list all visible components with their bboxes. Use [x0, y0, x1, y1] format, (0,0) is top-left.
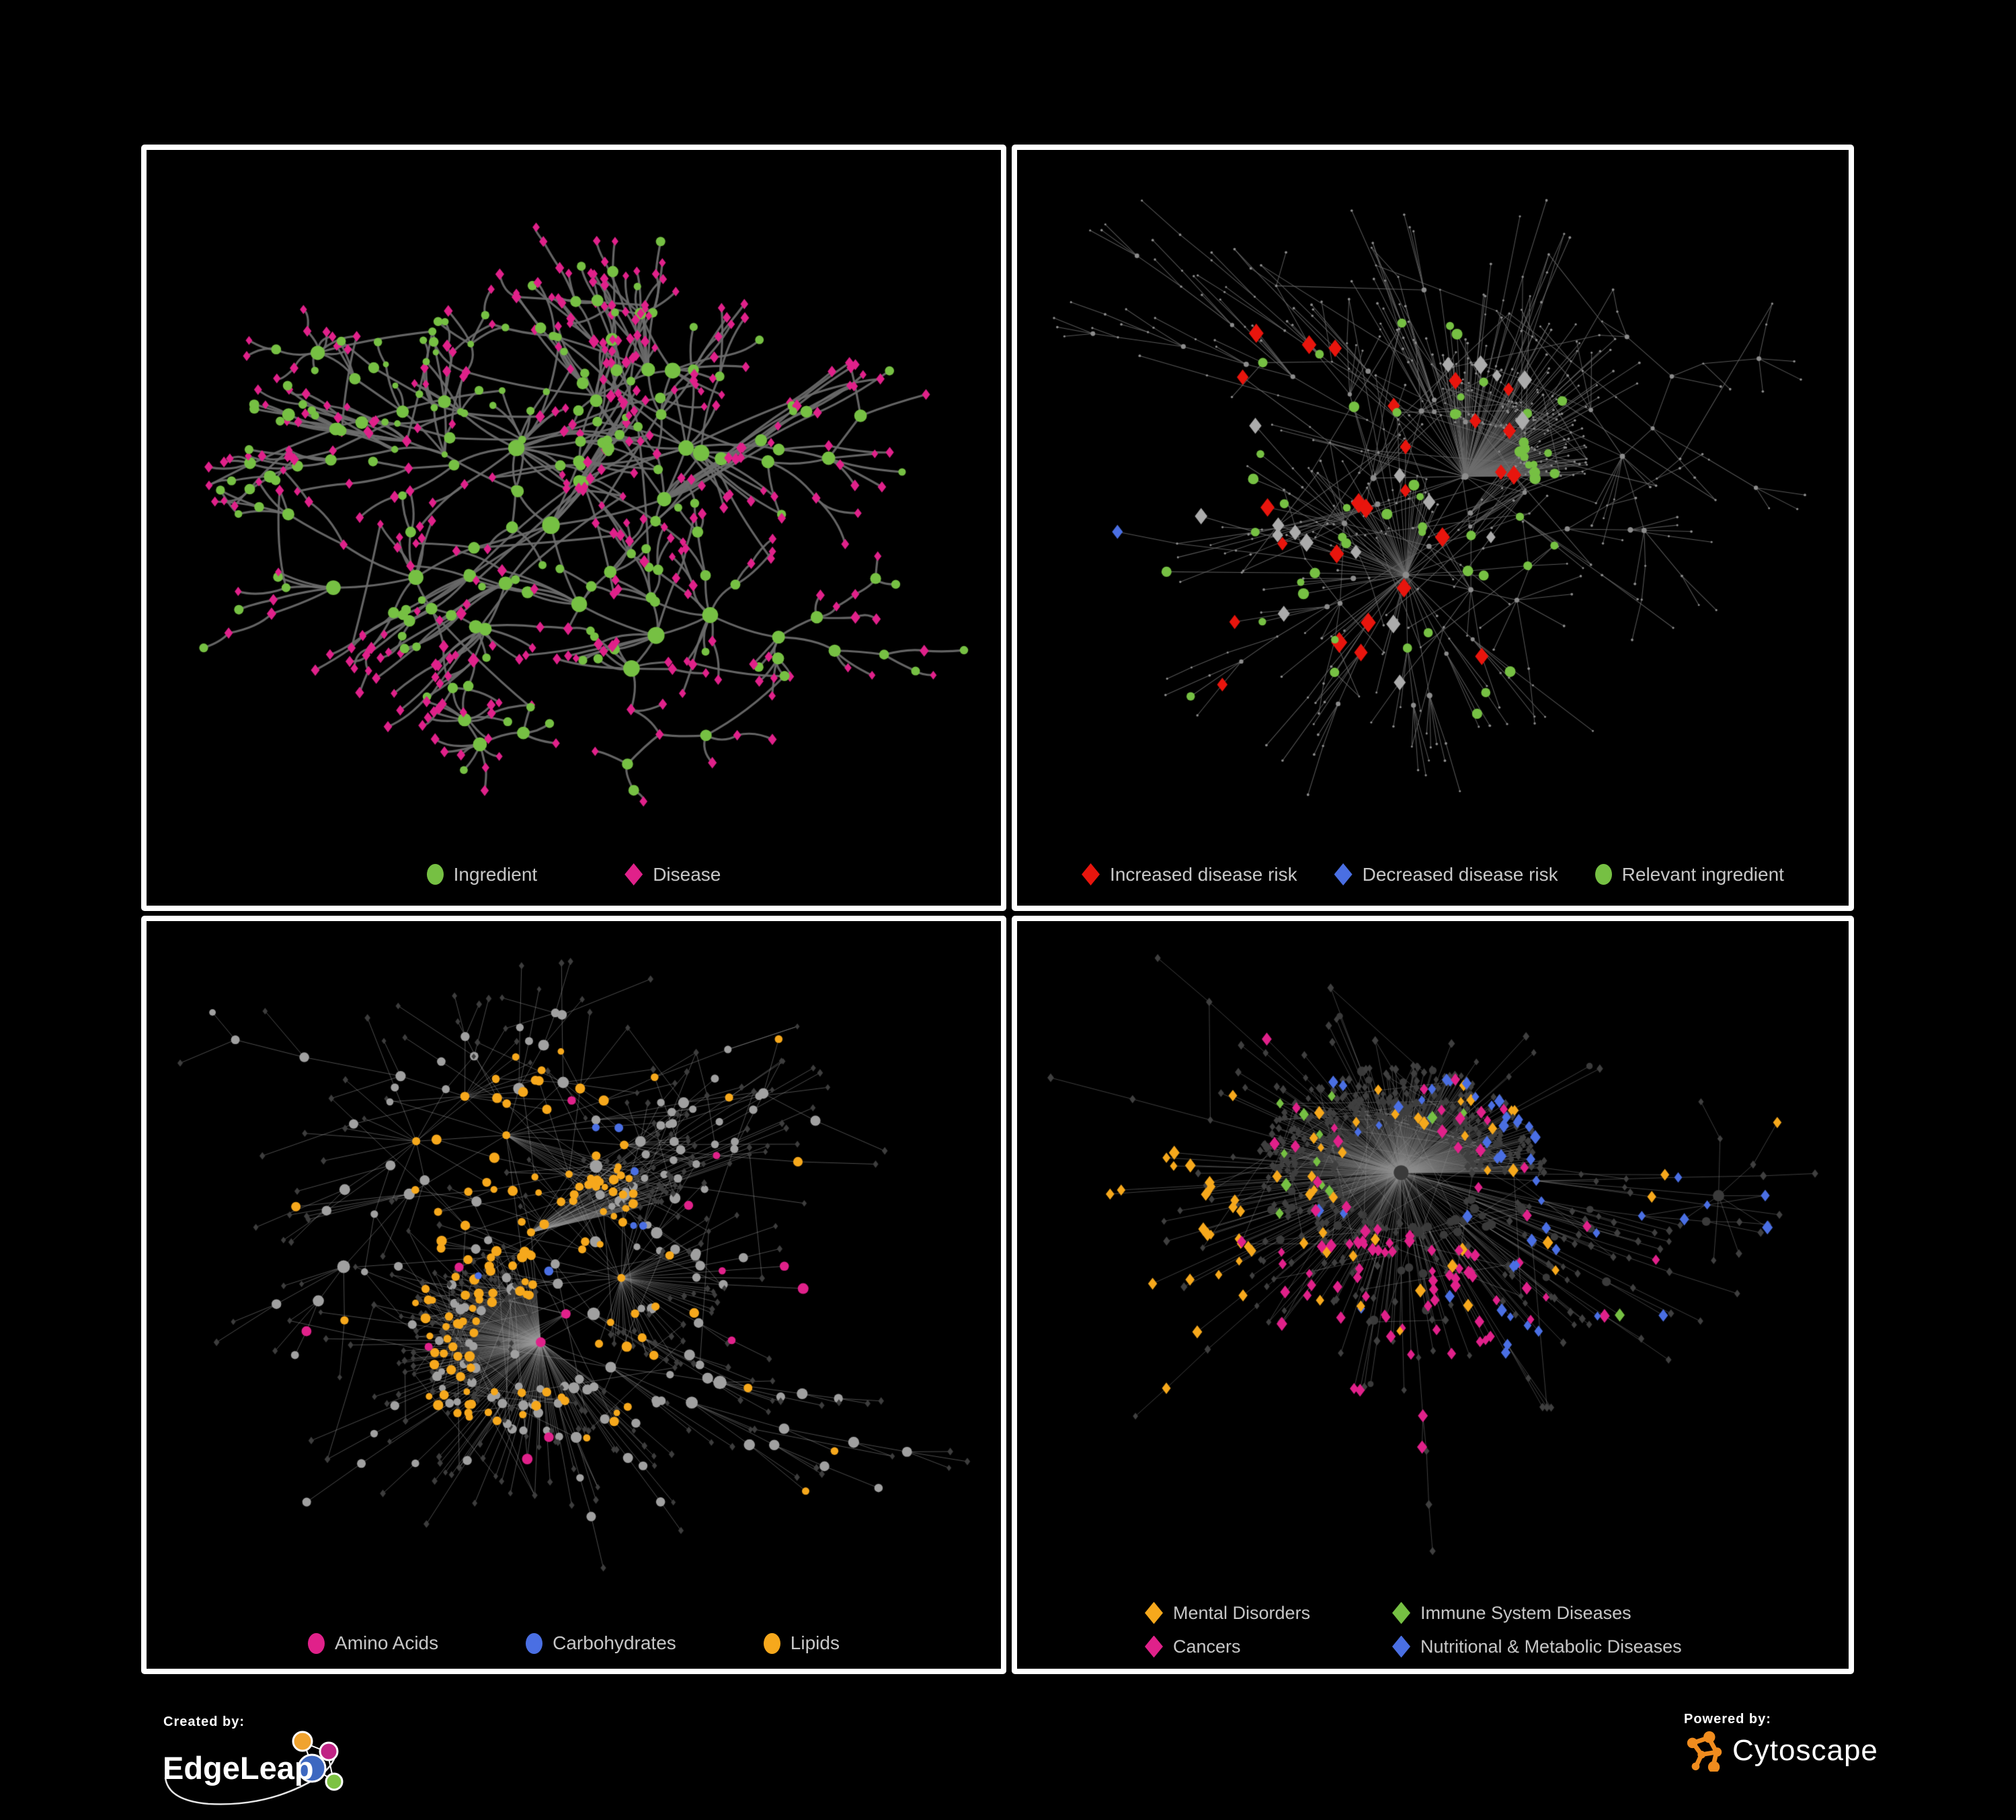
legend-item: Lipids: [763, 1632, 840, 1654]
increased-risk-swatch-icon: [1082, 863, 1100, 885]
panel-ingredient-disease: Ingredient Disease: [141, 145, 1006, 911]
created-by-credit: Created by:: [163, 1714, 245, 1730]
legend-item: Nutritional & Metabolic Diseases: [1392, 1635, 1682, 1658]
legend-label: Mental Disorders: [1173, 1602, 1311, 1623]
panel-disease-categories: Mental Disorders Immune System Diseases …: [1012, 916, 1854, 1674]
legend-item: Carbohydrates: [526, 1632, 676, 1654]
panel-disease-risk: Increased disease risk Decreased disease…: [1012, 145, 1854, 911]
cytoscape-wordmark: Cytoscape: [1732, 1734, 1878, 1767]
created-by-label: Created by:: [163, 1714, 245, 1729]
edgeleap-wordmark: EdgeLeap: [163, 1750, 314, 1786]
metabolic-diseases-swatch-icon: [1392, 1635, 1410, 1658]
legend-item: Decreased disease risk: [1334, 863, 1558, 885]
network-canvas-disease-risk: [1017, 150, 1849, 906]
legend-item: Amino Acids: [308, 1632, 438, 1654]
legend-disease-risk: Increased disease risk Decreased disease…: [1017, 863, 1849, 885]
network-canvas-disease-categories: [1017, 921, 1849, 1669]
legend-disease-categories: Mental Disorders Immune System Diseases …: [1145, 1596, 1682, 1663]
legend-item: Disease: [624, 863, 721, 885]
network-canvas-nutrient-classes: [147, 921, 1001, 1669]
legend-item: Ingredient: [426, 863, 538, 885]
legend-label: Decreased disease risk: [1362, 863, 1558, 885]
legend-label: Immune System Diseases: [1420, 1602, 1631, 1623]
legend-label: Disease: [653, 863, 721, 885]
ingredient-swatch-icon: [426, 864, 444, 885]
relevant-ingredient-swatch-icon: [1595, 864, 1612, 885]
legend-label: Nutritional & Metabolic Diseases: [1420, 1636, 1682, 1657]
legend-label: Relevant ingredient: [1621, 863, 1784, 885]
powered-by-label: Powered by:: [1684, 1712, 1771, 1727]
legend-label: Increased disease risk: [1110, 863, 1297, 885]
network-canvas-ingredient-disease: [147, 150, 1001, 906]
legend-label: Amino Acids: [335, 1632, 439, 1653]
amino-acids-swatch-icon: [308, 1632, 325, 1654]
legend-ingredient-disease: Ingredient Disease: [147, 863, 1001, 885]
cancers-swatch-icon: [1145, 1635, 1163, 1658]
legend-item: Cancers: [1145, 1635, 1392, 1658]
mental-disorders-swatch-icon: [1145, 1601, 1163, 1624]
legend-label: Lipids: [790, 1632, 840, 1653]
legend-label: Ingredient: [453, 863, 538, 885]
powered-by-credit: Powered by:: [1684, 1712, 1878, 1772]
legend-item: Increased disease risk: [1082, 863, 1297, 885]
legend-label: Cancers: [1173, 1636, 1241, 1657]
legend-nutrient-classes: Amino Acids Carbohydrates Lipids: [147, 1632, 1001, 1654]
panel-nutrient-classes: Amino Acids Carbohydrates Lipids: [141, 916, 1006, 1674]
immune-diseases-swatch-icon: [1392, 1601, 1410, 1624]
cytoscape-brand: Cytoscape: [1684, 1730, 1878, 1772]
legend-item: Mental Disorders: [1145, 1601, 1392, 1624]
edgeleap-logo-icon: EdgeLeap: [163, 1731, 344, 1805]
legend-item: Immune System Diseases: [1392, 1601, 1682, 1624]
disease-swatch-icon: [624, 863, 643, 885]
decreased-risk-swatch-icon: [1334, 863, 1353, 885]
legend-label: Carbohydrates: [553, 1632, 676, 1653]
lipids-swatch-icon: [763, 1632, 780, 1654]
cytoscape-icon: [1687, 1731, 1722, 1772]
carbohydrates-swatch-icon: [526, 1632, 543, 1654]
legend-item: Relevant ingredient: [1595, 864, 1784, 885]
